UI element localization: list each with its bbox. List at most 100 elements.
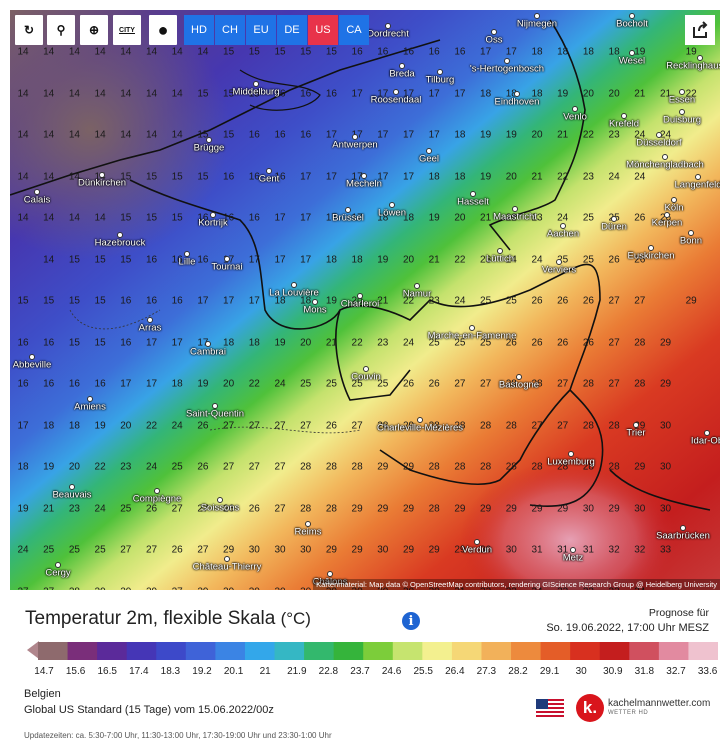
temperature-value: 30: [659, 503, 672, 514]
temperature-value: 18: [531, 88, 543, 99]
temperature-value: 28: [582, 461, 594, 473]
circle-toggle-button[interactable]: ●: [149, 15, 177, 45]
temperature-value: 26: [582, 295, 594, 307]
temperature-value: 17: [248, 254, 260, 265]
temperature-value: 15: [145, 212, 158, 224]
temperature-value: 28: [531, 461, 543, 473]
temperature-value: 15: [68, 337, 80, 348]
temperature-value: 25: [557, 254, 569, 265]
city-dot: [570, 547, 576, 553]
temperature-value: 30: [403, 586, 414, 590]
temperature-value: 14: [43, 212, 55, 224]
temperature-value: 27: [274, 461, 286, 473]
city-label: Roosendaal: [370, 94, 422, 106]
temperature-value: 26: [171, 544, 183, 556]
temperature-value: 28: [428, 461, 440, 473]
region-button-ch[interactable]: CH: [215, 15, 245, 45]
temperature-value: 18: [608, 46, 620, 58]
city-dot: [560, 223, 566, 229]
region-button-ca[interactable]: CA: [339, 15, 369, 45]
city-label: Gent: [258, 173, 280, 185]
temperature-value: 14: [68, 171, 80, 182]
city-label: Wesel: [618, 55, 646, 67]
scale-tick-label: 31.8: [634, 666, 655, 677]
temperature-value: 17: [377, 171, 389, 182]
city-dot: [695, 174, 701, 180]
city-label: Lille: [178, 256, 196, 268]
temperature-value: 30: [326, 586, 337, 590]
temperature-value: 14: [68, 129, 80, 141]
region-button-hd[interactable]: HD: [184, 15, 214, 45]
zoom-button[interactable]: ⊕: [80, 15, 108, 45]
scale-tick-label: 16.5: [97, 666, 117, 677]
temperature-value: 28: [582, 378, 594, 390]
city-dot: [361, 173, 367, 179]
city-dot: [99, 172, 105, 178]
region-button-eu[interactable]: EU: [246, 15, 276, 45]
city-icon: CITY: [119, 26, 135, 34]
temperature-value: 23: [377, 337, 389, 348]
temperature-field: [10, 10, 720, 590]
scale-ticks: 14.7 15.6 16.5 17.4 18.3 19.2 20.1 21 21.9 22.8 23…: [27, 666, 723, 680]
location-pin-button[interactable]: ⚲: [47, 15, 75, 45]
city-button[interactable]: CITY: [113, 15, 141, 45]
scale-swatch: [511, 642, 542, 660]
temperature-value: 15: [120, 212, 132, 224]
city-label: Brügge: [193, 142, 225, 154]
temperature-value: 20: [608, 88, 620, 99]
scale-swatch: [333, 642, 364, 660]
city-dot: [679, 109, 685, 115]
scale-swatch: [570, 642, 601, 660]
scale-tick-label: 27.3: [476, 666, 497, 677]
temperature-value: 23: [531, 212, 543, 224]
temperature-value: 27: [223, 420, 235, 431]
region-button-us[interactable]: US: [308, 15, 338, 45]
city-dot: [357, 293, 363, 299]
temperature-value: 17: [480, 46, 492, 58]
city-label: Dünkirchen: [77, 177, 127, 189]
city-label: Namur: [402, 288, 432, 300]
temperature-value: 24: [17, 544, 29, 556]
city-dot: [629, 13, 635, 19]
scale-tick-label: 28.2: [508, 666, 528, 677]
scale-swatch: [67, 642, 98, 660]
temperature-value: 24: [634, 171, 646, 182]
scale-tick-label: 17.4: [129, 666, 149, 677]
temperature-value: 20: [351, 295, 363, 307]
temperature-value: 14: [43, 46, 55, 58]
city-dot: [217, 497, 223, 503]
brand-name: kachelmannwetter.com: [608, 698, 711, 709]
city-label: Abbeville: [12, 359, 52, 371]
temperature-value: 30: [248, 544, 260, 556]
temperature-value: 18: [557, 46, 569, 58]
temperature-value: 28: [454, 420, 466, 431]
temperature-value: 21: [480, 212, 492, 224]
temperature-value: 14: [145, 88, 158, 99]
temperature-value: 15: [17, 295, 29, 307]
temperature-value: 17: [120, 378, 132, 390]
temperature-value: 27: [274, 503, 286, 514]
temperature-value: 34: [531, 586, 542, 590]
legend-unit: (°C): [280, 609, 311, 628]
scale-swatch: [244, 642, 276, 660]
temperature-value: 25: [68, 544, 80, 556]
share-button[interactable]: [685, 15, 715, 45]
temperature-value: 26: [505, 337, 517, 348]
region-button-de[interactable]: DE: [277, 15, 307, 45]
temperature-value: 27: [557, 420, 569, 431]
temperature-value: 28: [480, 420, 492, 431]
refresh-button[interactable]: ↻: [15, 15, 43, 45]
legend-title-text: Temperatur 2m, flexible Skala: [25, 608, 276, 629]
weather-map[interactable]: 14 14 14 14 14 14 14 14 15 15 15 15 15 16 16 16 16 16 17 17…: [10, 10, 720, 590]
temperature-value: 28: [325, 461, 337, 473]
info-icon[interactable]: i: [402, 612, 420, 630]
brand-logo[interactable]: k. kachelmannwetter.com WETTER HD: [576, 694, 716, 724]
scale-swatch: [540, 642, 571, 660]
temperature-value: 20: [300, 337, 312, 348]
temperature-value: 14: [17, 88, 29, 99]
temperature-value: 19: [480, 129, 492, 141]
city-label: Aachen: [546, 228, 580, 240]
temperature-value: 29: [120, 586, 131, 590]
temperature-value: 15: [274, 46, 286, 58]
temperature-value: 32: [608, 544, 620, 556]
